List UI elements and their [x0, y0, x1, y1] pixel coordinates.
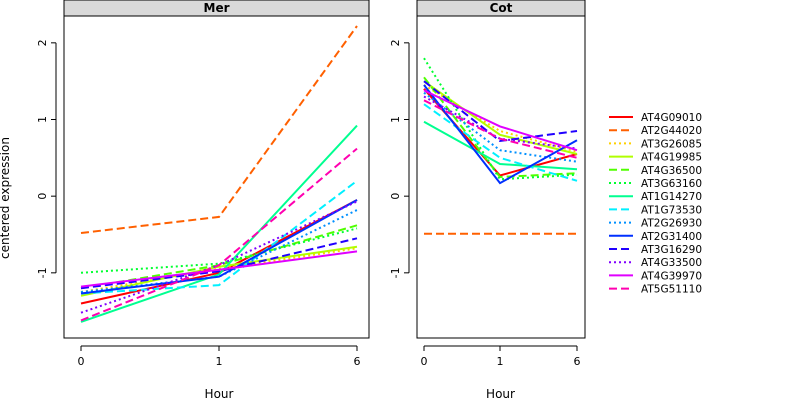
series-line-at4g09010	[80, 199, 358, 305]
series-line-at1g73530	[423, 103, 578, 182]
plot-frame	[63, 15, 370, 339]
series-line-at1g73530	[80, 180, 358, 295]
legend-label: AT4G09010	[641, 112, 702, 124]
legend-item: AT4G39970	[609, 270, 702, 282]
legend-label: AT3G63160	[641, 178, 702, 190]
legend-item: AT4G36500	[609, 165, 702, 177]
legend-label: AT4G33500	[641, 257, 702, 269]
panel-title: Mer	[204, 1, 230, 15]
legend-label: AT2G26930	[641, 218, 702, 230]
series-line-at3g63160	[80, 227, 358, 274]
series-lines	[423, 57, 578, 235]
x-tick-label: 1	[216, 355, 223, 368]
legend-item: AT5G51110	[609, 284, 702, 296]
series-line-at5g51110	[80, 147, 358, 322]
legend-item: AT2G26930	[609, 218, 702, 230]
legend-item: AT4G09010	[609, 112, 702, 124]
panel-mer: Mer 0 1 6 Hour -1 0 1 2	[36, 0, 370, 401]
series-line-at2g26930	[423, 91, 578, 163]
x-axis: 0 1 6 Hour	[421, 345, 581, 401]
series-line-at2g44020	[80, 25, 358, 234]
panels: Mer 0 1 6 Hour -1 0 1 2 Cot 0 1 6 Hour -1 0 1 2	[36, 0, 586, 401]
legend-label: AT4G19985	[641, 152, 702, 164]
legend-item: AT3G16290	[609, 244, 702, 256]
series-line-at5g51110	[423, 99, 578, 159]
x-tick-label: 0	[421, 355, 428, 368]
y-tick-label: 0	[389, 193, 402, 200]
y-axis: -1 0 1 2	[389, 39, 410, 278]
y-tick-label: -1	[389, 267, 402, 278]
legend-item: AT1G14270	[609, 191, 702, 203]
panel-title: Cot	[490, 1, 513, 15]
x-tick-label: 6	[574, 355, 581, 368]
legend-item: AT3G63160	[609, 178, 702, 190]
y-tick-label: 1	[36, 116, 49, 123]
legend-label: AT3G26085	[641, 138, 702, 150]
y-tick-label: -1	[36, 267, 49, 278]
series-line-at2g31400	[423, 84, 578, 185]
plot-frame	[416, 15, 586, 339]
legend-label: AT4G36500	[641, 165, 702, 177]
series-line-at4g39970	[423, 89, 578, 152]
series-line-at3g26085	[80, 247, 358, 293]
y-tick-label: 2	[389, 39, 402, 46]
y-axis-title: centered expression	[0, 137, 12, 259]
series-line-at2g31400	[80, 199, 358, 295]
series-lines	[80, 25, 358, 323]
legend-item: AT4G19985	[609, 152, 702, 164]
legend-item: AT3G26085	[609, 138, 702, 150]
series-line-at1g14270	[423, 120, 578, 171]
legend-label: AT2G44020	[641, 125, 702, 137]
y-tick-label: 1	[389, 116, 402, 123]
y-axis: -1 0 1 2	[36, 39, 57, 278]
series-line-at3g16290	[423, 80, 578, 143]
panel-cot: Cot 0 1 6 Hour -1 0 1 2	[389, 0, 586, 401]
x-axis-title: Hour	[486, 387, 515, 400]
x-axis-title: Hour	[205, 387, 234, 400]
y-tick-label: 0	[36, 193, 49, 200]
legend-label: AT5G51110	[641, 284, 702, 296]
series-line-at4g39970	[80, 250, 358, 288]
legend-item: AT1G73530	[609, 204, 702, 216]
legend-item: AT2G31400	[609, 231, 702, 243]
x-tick-label: 1	[497, 355, 504, 368]
series-line-at3g16290	[80, 237, 358, 290]
x-tick-label: 6	[354, 355, 361, 368]
y-tick-label: 2	[36, 39, 49, 46]
legend-label: AT4G39970	[641, 270, 702, 282]
x-axis: 0 1 6 Hour	[78, 345, 361, 401]
legend: AT4G09010AT2G44020AT3G26085AT4G19985AT4G…	[609, 112, 702, 296]
series-line-at4g36500	[423, 76, 578, 179]
series-line-at1g14270	[80, 124, 358, 323]
legend-label: AT1G73530	[641, 204, 702, 216]
legend-label: AT1G14270	[641, 191, 702, 203]
legend-item: AT2G44020	[609, 125, 702, 137]
series-line-at4g19985	[423, 80, 578, 155]
legend-label: AT2G31400	[641, 231, 702, 243]
series-line-at3g26085	[423, 84, 578, 153]
x-tick-label: 0	[78, 355, 85, 368]
legend-item: AT4G33500	[609, 257, 702, 269]
legend-label: AT3G16290	[641, 244, 702, 256]
